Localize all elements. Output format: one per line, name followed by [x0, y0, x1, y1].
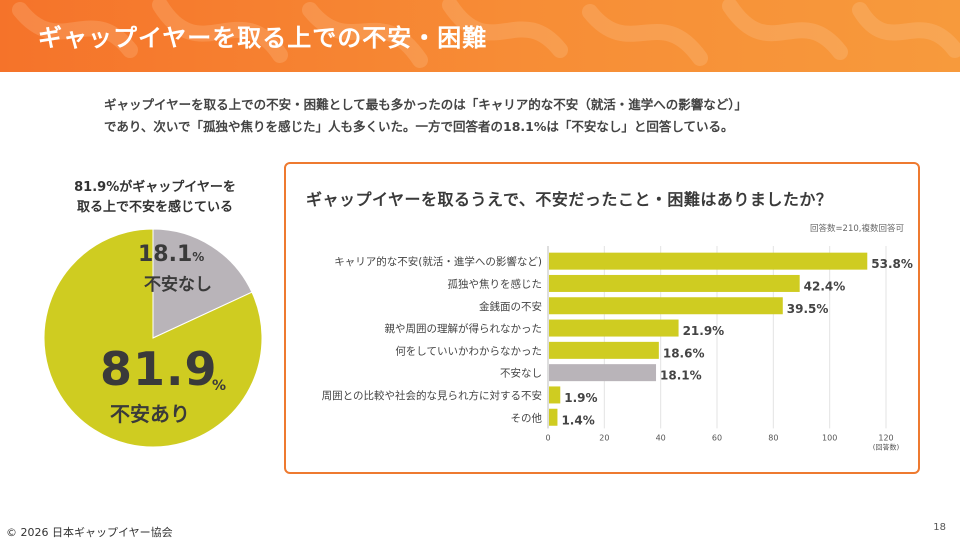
pie-label-no-anxiety-value: 18.1% — [138, 242, 204, 267]
pie-small-unit: % — [192, 250, 205, 264]
category-label: キャリア的な不安(就活・進学への影響など) — [334, 255, 542, 268]
page-title: ギャップイヤーを取る上での不安・困難 — [38, 24, 488, 52]
bar-value-label: 21.9% — [683, 324, 725, 338]
x-tick-label: 60 — [712, 433, 722, 442]
bar — [549, 364, 657, 382]
bar — [549, 319, 679, 337]
x-unit-label: (回答数) — [873, 442, 900, 451]
bar — [549, 274, 800, 292]
footer-copyright: © 2026 日本ギャップイヤー協会 — [6, 526, 173, 539]
pie-chart — [43, 228, 263, 448]
pie-small-value: 18.1 — [138, 242, 193, 267]
category-label: その他 — [511, 411, 543, 424]
bar-value-label: 1.4% — [561, 413, 594, 427]
bar — [549, 408, 558, 426]
bar-value-label: 53.8% — [871, 257, 913, 271]
category-label: 金銭面の不安 — [479, 300, 542, 313]
header-banner: ギャップイヤーを取る上での不安・困難 — [0, 0, 960, 72]
pie-slice-0 — [152, 228, 253, 339]
lead-line-2: であり、次いで「孤独や焦りを感じた」人も多くいた。一方で回答者の18.1%は「不… — [104, 119, 734, 134]
bar-chart-panel: ギャップイヤーを取るうえで、不安だったこと・困難はありましたか？ 回答数=210… — [284, 162, 920, 474]
pie-label-anxiety-value: 81.9 — [100, 342, 218, 396]
x-tick-label: 40 — [656, 433, 666, 442]
category-label: 周囲との比較や社会的な見られ方に対する不安 — [322, 389, 542, 402]
lead-text: ギャップイヤーを取る上での不安・困難として最も多かったのは「キャリア的な不安（就… — [104, 94, 884, 138]
bar — [549, 341, 659, 359]
category-label: 不安なし — [500, 367, 542, 380]
pie-caption: 81.9%がギャップイヤーを 取る上で不安を感じている — [40, 178, 270, 218]
bar-value-label: 1.9% — [564, 391, 597, 405]
category-label: 何をしていいかわからなかった — [395, 344, 542, 357]
bar — [549, 252, 868, 270]
bar-chart-title: ギャップイヤーを取るうえで、不安だったこと・困難はありましたか？ — [306, 190, 833, 209]
category-label: 孤独や焦りを感じた — [448, 277, 543, 290]
pie-caption-line-2: 取る上で不安を感じている — [76, 200, 233, 215]
pie-label-anxiety-unit: % — [212, 378, 227, 394]
page-number: 18 — [933, 522, 946, 533]
pie-label-anxiety: 不安あり — [110, 402, 190, 426]
x-tick-label: 120 — [878, 433, 893, 442]
bar-value-label: 18.1% — [660, 369, 702, 383]
bar-value-label: 39.5% — [787, 302, 829, 316]
bar — [549, 297, 783, 315]
pie-slice-1 — [43, 228, 263, 448]
bar-chart: 0 20 40 60 80 100 120(回答数) キャリア的な不安(就活・進学への影響など… — [322, 246, 913, 451]
header-decoration — [12, 0, 960, 68]
bar-value-label: 42.4% — [804, 279, 846, 293]
x-tick-label: 100 — [822, 433, 837, 442]
pie-label-no-anxiety: 不安なし — [144, 275, 212, 295]
x-tick-label: 20 — [599, 433, 609, 442]
bar — [549, 386, 561, 404]
category-label: 親や周囲の理解が得られなかった — [385, 322, 543, 335]
x-tick-label: 0 — [545, 433, 550, 442]
x-tick-label: 80 — [768, 433, 778, 442]
bar-value-label: 18.6% — [663, 346, 705, 360]
bar-chart-note: 回答数=210,複数回答可 — [809, 224, 904, 234]
pie-caption-line-1: 81.9%がギャップイヤーを — [74, 180, 236, 195]
lead-line-1: ギャップイヤーを取る上での不安・困難として最も多かったのは「キャリア的な不安（就… — [104, 97, 748, 112]
